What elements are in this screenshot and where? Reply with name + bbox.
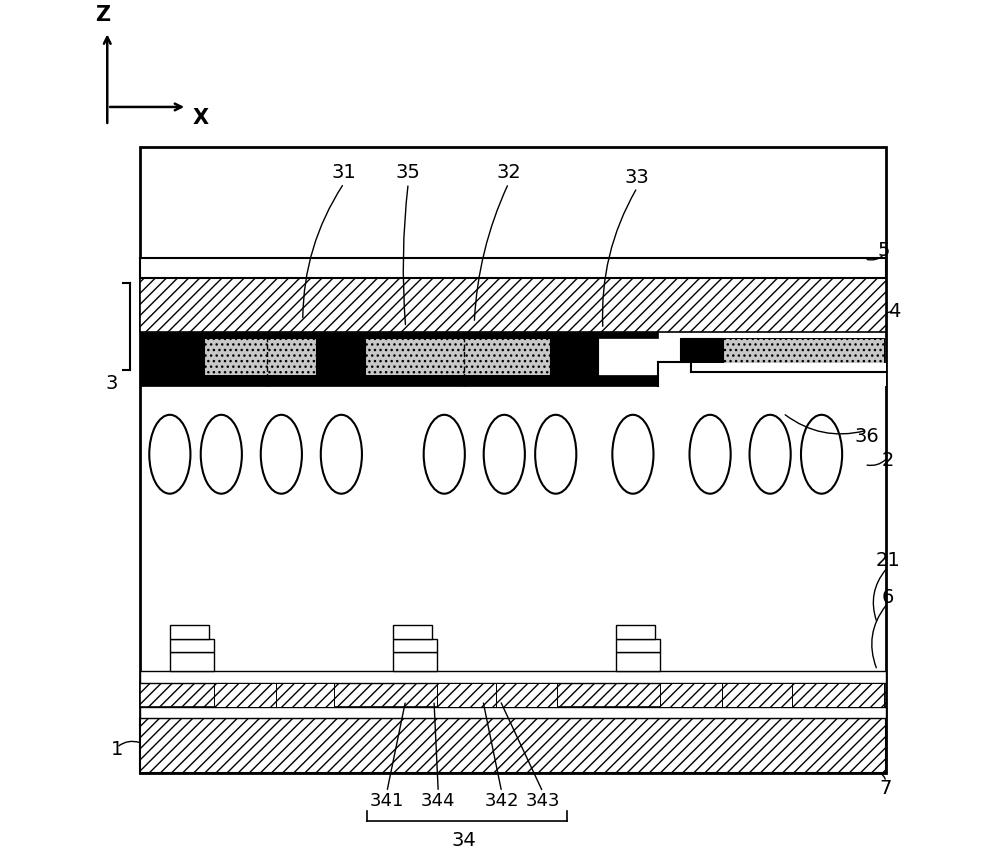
Text: 343: 343 xyxy=(526,792,560,810)
Bar xyxy=(550,338,598,375)
Text: 1: 1 xyxy=(111,740,123,758)
Bar xyxy=(616,624,655,638)
Text: 6: 6 xyxy=(881,588,894,607)
Text: 5: 5 xyxy=(878,241,890,259)
Bar xyxy=(140,707,886,717)
Bar xyxy=(140,258,886,278)
Bar xyxy=(496,683,557,707)
Bar xyxy=(660,683,722,707)
Bar xyxy=(214,683,276,707)
Text: 21: 21 xyxy=(875,551,900,570)
Text: Z: Z xyxy=(95,5,111,26)
Text: 31: 31 xyxy=(332,163,356,182)
Text: 35: 35 xyxy=(396,163,421,182)
Bar xyxy=(616,652,660,671)
Bar xyxy=(140,147,886,773)
Text: 2: 2 xyxy=(881,451,894,470)
Bar xyxy=(437,683,496,707)
Bar xyxy=(276,683,334,707)
Bar xyxy=(680,338,723,375)
Bar xyxy=(393,638,437,652)
Bar xyxy=(140,683,886,707)
Bar xyxy=(140,278,886,332)
Text: 7: 7 xyxy=(880,779,892,798)
Bar xyxy=(792,683,884,707)
Bar xyxy=(365,338,550,375)
Bar xyxy=(204,338,384,375)
Bar xyxy=(658,363,886,386)
Text: 344: 344 xyxy=(421,792,456,810)
Text: 3: 3 xyxy=(105,374,118,393)
Text: 341: 341 xyxy=(370,792,404,810)
Bar xyxy=(170,638,214,652)
Bar xyxy=(170,624,209,638)
Bar xyxy=(722,683,792,707)
Text: 36: 36 xyxy=(855,427,879,446)
Bar xyxy=(140,332,658,338)
Bar xyxy=(616,638,660,652)
Text: 4: 4 xyxy=(888,302,901,321)
Text: X: X xyxy=(193,108,209,128)
Text: 33: 33 xyxy=(625,168,650,186)
Bar xyxy=(170,652,214,671)
Bar xyxy=(393,624,432,638)
Bar xyxy=(393,652,437,671)
Text: 32: 32 xyxy=(496,163,521,182)
Bar xyxy=(140,375,658,386)
Bar xyxy=(723,338,884,375)
Bar xyxy=(316,338,365,375)
Bar xyxy=(140,717,886,773)
Text: 34: 34 xyxy=(452,831,476,850)
Bar xyxy=(140,338,204,375)
Bar xyxy=(140,671,886,683)
Text: 342: 342 xyxy=(484,792,519,810)
